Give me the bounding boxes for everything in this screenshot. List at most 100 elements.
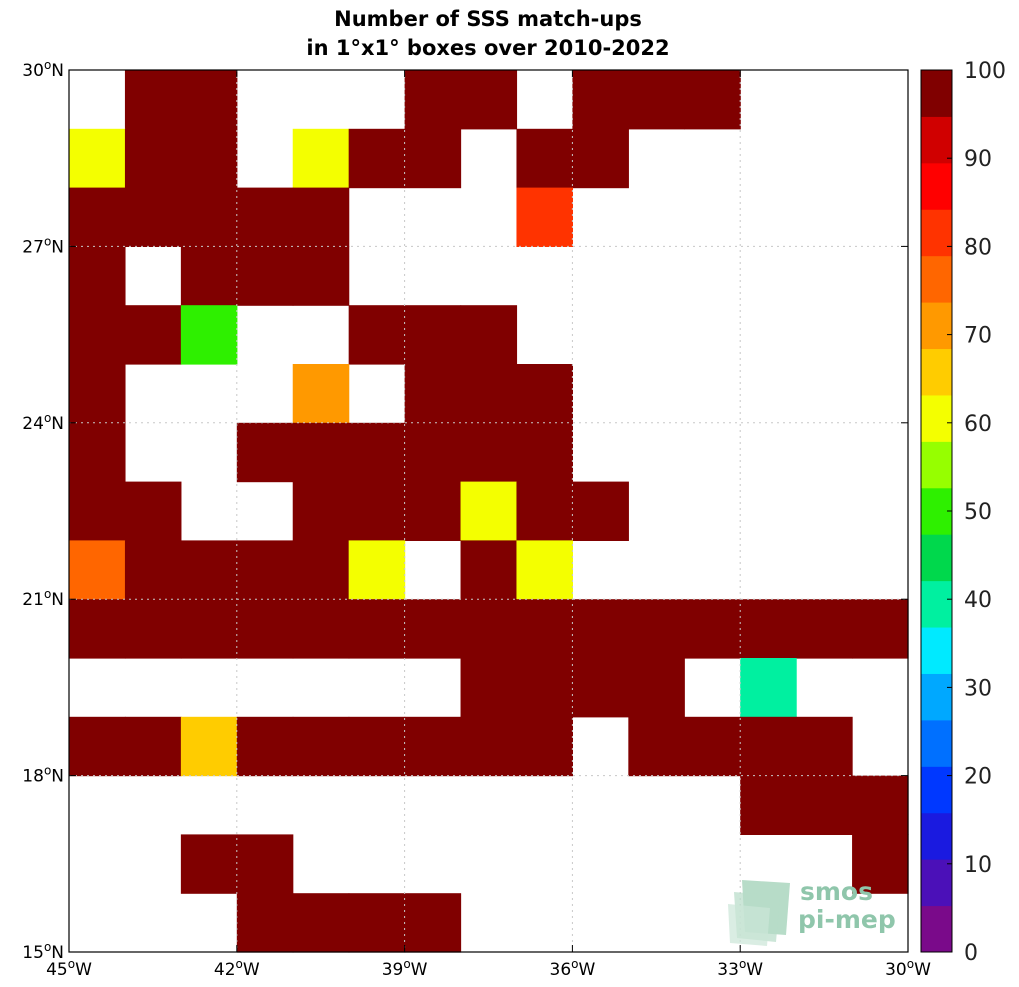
heatmap-cell [124,128,182,189]
heatmap-cell [292,422,350,483]
grid-lines [69,70,908,952]
heatmap-cell [460,599,518,659]
heatmap-cell [404,364,462,424]
heatmap-cell [404,70,462,130]
heatmap-cell [69,716,126,777]
colorbar-tick-label: 40 [964,588,992,613]
heatmap-cell [124,70,182,130]
heatmap-cell [684,716,741,777]
heatmap-cell [348,599,406,659]
y-tick-label: 15oN [22,940,64,963]
heatmap-cells [69,70,909,953]
heatmap-cell [516,599,573,659]
colorbar-tick-label: 10 [964,853,992,878]
heatmap-cell [180,305,238,365]
chart-title-line-1: Number of SSS match-ups [334,7,642,31]
colorbar-tick-label: 60 [964,412,992,437]
heatmap-cell [236,246,294,306]
colorbar-tick-label: 90 [964,147,992,172]
colorbar-segment [921,812,952,860]
heatmap-cell [236,187,294,247]
heatmap-cell [628,658,685,718]
y-tick-label: 27oN [22,234,64,257]
colorbar-tick-label: 0 [964,941,978,966]
heatmap-cell [348,305,406,365]
smos-pi-mep-logo: smos pi-mep [728,877,896,946]
heatmap-cell [124,540,182,600]
heatmap-cell [124,305,182,365]
heatmap-cell [69,305,126,365]
heatmap-cell [572,481,629,541]
heatmap-cell [572,128,629,189]
heatmap-cell [684,599,741,659]
axes-ticks: 45oW 42oW 39oW 36oW 33oW 30oW 15oN 18oN 21oN 24oN… [22,58,931,980]
heatmap-cell [796,775,853,835]
heatmap-cell [404,128,462,189]
x-tick-label: 30oW [885,957,931,980]
heatmap-cell [572,599,629,659]
heatmap-cell [236,599,294,659]
heatmap-cell [292,481,350,541]
heatmap-cell [124,481,182,541]
colorbar-segment [921,534,952,582]
colorbar-tick-label: 20 [964,765,992,790]
colorbar-segment [921,673,952,721]
x-tick-label: 42oW [214,957,260,980]
colorbar-tick-label: 80 [964,235,992,260]
plot-frame [68,69,909,953]
heatmap-cell [180,70,238,130]
heatmap-cell [628,599,685,659]
heatmap-cell [348,893,406,953]
heatmap-cell [69,422,126,483]
heatmap-cell [628,70,685,130]
colorbar-segment [921,394,952,442]
heatmap-cell [292,893,350,953]
heatmap-cell [572,70,629,130]
colorbar-segment [921,441,952,489]
heatmap-cell [516,128,573,189]
x-tick-label: 33oW [717,957,763,980]
heatmap-cell [852,599,909,659]
heatmap-cell [292,364,350,424]
colorbar-segment [921,766,952,814]
heatmap-cell [180,540,238,600]
heatmap-cell [740,599,797,659]
y-tick-label: 21oN [22,587,64,610]
heatmap-cell [124,716,182,777]
heatmap-cell [180,834,238,894]
heatmap-cell [404,893,462,953]
colorbar-segment [921,255,952,303]
colorbar-segment [921,70,952,117]
colorbar-segment [921,859,952,907]
heatmap-cell [236,540,294,600]
heatmap-cell [69,246,126,306]
heatmap-cell [180,128,238,189]
heatmap-cell [628,716,685,777]
heatmap-cell [516,540,573,600]
heatmap-cell [460,540,518,600]
heatmap-cell [348,128,406,189]
heatmap-cell [460,422,518,483]
heatmap-cell [460,658,518,718]
heatmap-cell [236,834,294,894]
heatmap-cell [292,128,350,189]
heatmap-cell [740,716,797,777]
colorbar-tick-label: 50 [964,500,992,525]
heatmap-cell [516,364,573,424]
y-tick-label: 24oN [22,411,64,434]
heatmap-cell [516,422,573,483]
heatmap-cell [69,128,126,189]
y-tick-label: 18oN [22,764,64,787]
colorbar-segment [921,719,952,767]
heatmap-cell [852,834,909,894]
heatmap-cell [404,305,462,365]
colorbar-segment [921,627,952,674]
colorbar-tick-label: 30 [964,676,992,701]
heatmap-cell [460,305,518,365]
heatmap-cell [69,187,126,247]
colorbar [920,69,953,953]
heatmap-cell [69,599,126,659]
heatmap-cell [236,422,294,483]
logo-line-1: smos [800,877,873,906]
